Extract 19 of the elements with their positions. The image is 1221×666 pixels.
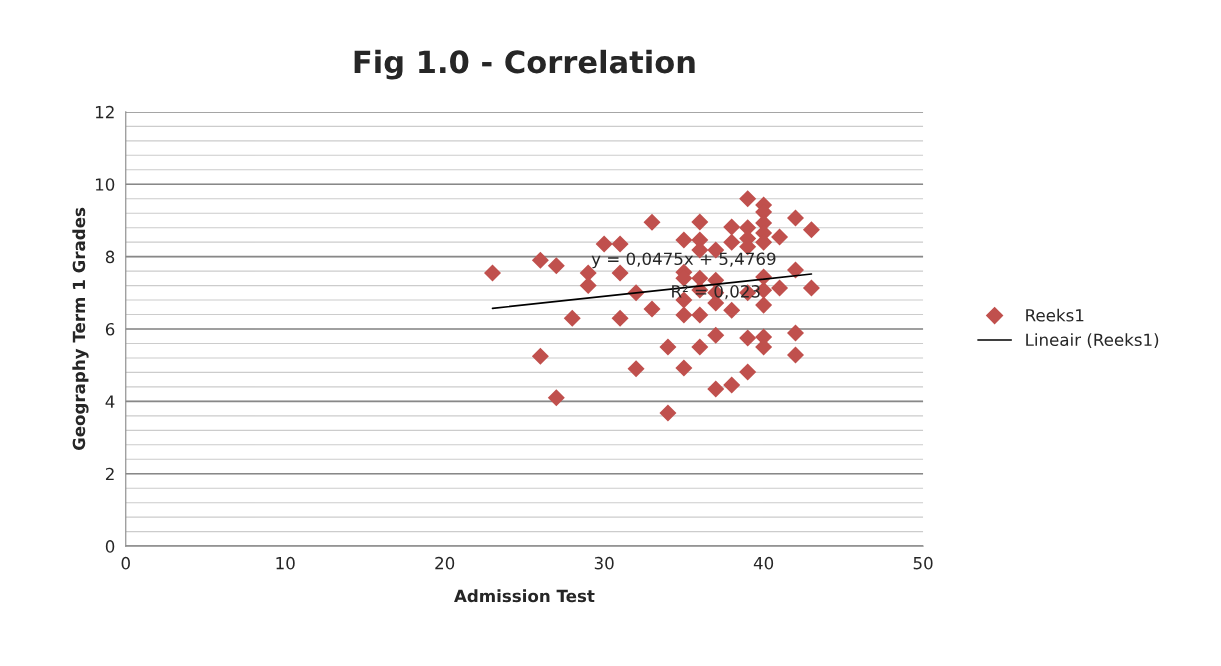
legend-label: Reeks1 [1026, 308, 1084, 322]
y-tick-label: 6 [105, 322, 115, 336]
y-tick-label: 10 [95, 178, 115, 191]
y-tick-label: 4 [105, 395, 115, 408]
x-tick-label: 50 [913, 556, 933, 570]
x-axis-title: Admission Test [454, 589, 595, 603]
y-tick-label: 12 [95, 105, 114, 119]
x-tick-label: 40 [753, 556, 774, 570]
x-tick-label: 10 [276, 556, 295, 570]
legend-label: Lineair (Reeks1) [1026, 333, 1159, 349]
annotation: y = 0,0475x + 5,4769 [591, 252, 776, 269]
x-tick-label: 20 [435, 556, 455, 570]
y-axis-title: Geography Term 1 Grades [72, 207, 89, 451]
y-tick-label: 2 [105, 467, 114, 481]
y-tick-label: 0 [105, 540, 115, 553]
chart-title: Fig 1.0 - Correlation [354, 49, 695, 80]
x-tick-label: 30 [594, 556, 614, 570]
y-tick-label: 8 [105, 250, 115, 264]
x-tick-label: 0 [121, 556, 130, 570]
